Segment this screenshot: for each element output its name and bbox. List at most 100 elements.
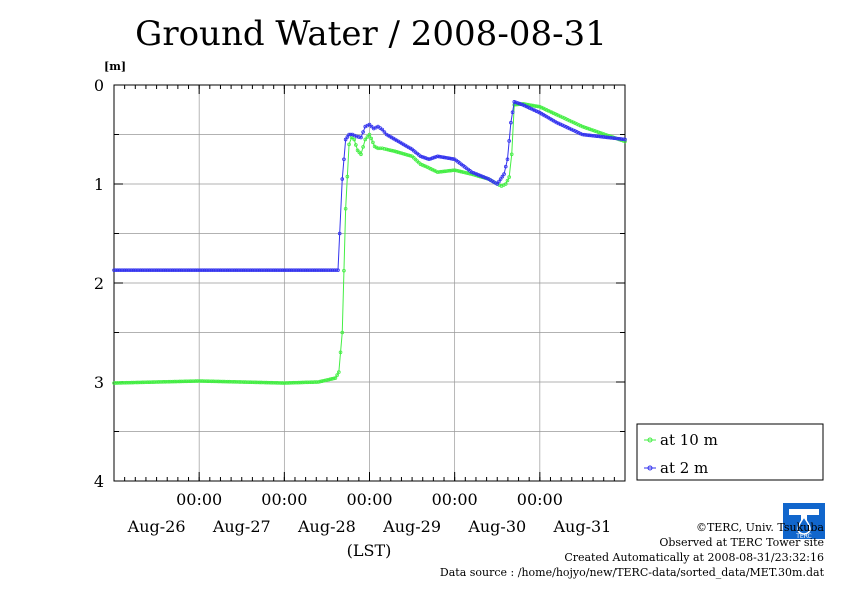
x-day-label: Aug-26	[127, 517, 186, 536]
data-point	[348, 132, 353, 137]
data-point	[153, 380, 157, 384]
data-point	[204, 379, 209, 383]
data-point	[208, 379, 212, 384]
data-point	[596, 134, 601, 139]
data-point	[340, 330, 345, 335]
data-point	[321, 268, 326, 272]
data-point	[612, 136, 617, 141]
data-point	[304, 380, 308, 385]
data-point	[216, 268, 221, 272]
data-point	[541, 106, 546, 111]
data-point	[534, 104, 539, 108]
data-point	[576, 123, 581, 127]
data-point	[369, 136, 374, 141]
data-point	[195, 379, 200, 383]
data-point	[208, 268, 212, 272]
data-point	[623, 137, 627, 142]
data-point	[337, 370, 341, 374]
data-point	[393, 149, 397, 154]
data-point	[578, 131, 583, 136]
data-point	[128, 268, 132, 272]
data-point	[495, 182, 500, 186]
axis-ticks: 0 1 2 3 4 00:00 00:00 00:00 00:00 00:00 Aug-26 Aug-…	[94, 76, 626, 536]
data-point	[529, 106, 534, 111]
data-point	[405, 153, 409, 157]
data-point	[284, 268, 288, 272]
data-point	[163, 268, 168, 272]
data-point	[190, 268, 194, 272]
data-point	[239, 380, 244, 384]
copyright-text: ©TERC, Univ. Tsukuba	[695, 521, 824, 534]
data-point	[183, 379, 187, 384]
data-point	[553, 112, 557, 116]
data-point	[156, 380, 161, 384]
data-point	[282, 381, 287, 385]
data-point	[326, 377, 331, 382]
data-point	[236, 380, 241, 384]
data-point	[305, 380, 310, 385]
data-point	[264, 268, 269, 272]
legend-label: at 2 m	[660, 459, 708, 477]
data-point	[184, 379, 189, 384]
data-point	[605, 135, 610, 140]
data-point	[149, 268, 154, 272]
y-tick-label: 0	[94, 76, 104, 95]
data-point	[295, 380, 299, 385]
data-point	[386, 147, 391, 152]
data-point	[135, 268, 139, 272]
data-point	[587, 133, 592, 138]
data-point	[352, 137, 356, 142]
data-point	[573, 121, 577, 125]
data-point	[243, 268, 248, 272]
data-point	[515, 101, 520, 105]
data-point	[425, 156, 430, 161]
data-point	[566, 117, 570, 122]
data-point	[307, 268, 311, 272]
data-point	[202, 379, 207, 383]
data-point	[580, 124, 585, 129]
x-tick-label: 00:00	[346, 490, 392, 509]
data-point	[122, 268, 127, 272]
data-point	[300, 380, 305, 385]
data-point	[452, 168, 457, 172]
data-point	[165, 268, 170, 272]
data-point	[616, 136, 620, 141]
data-point	[250, 268, 255, 272]
data-point	[211, 268, 216, 272]
data-point	[122, 380, 127, 385]
data-point	[287, 381, 292, 385]
data-point	[619, 137, 624, 141]
data-point	[294, 268, 299, 272]
data-point	[181, 268, 186, 272]
data-point	[483, 175, 488, 180]
data-point	[231, 268, 235, 272]
data-point	[254, 380, 258, 385]
data-point	[336, 268, 340, 272]
data-point	[573, 129, 577, 133]
credits: ©TERC, Univ. Tsukuba Observed at TERC To…	[354, 520, 824, 580]
data-point	[318, 268, 322, 272]
data-point	[291, 380, 296, 385]
data-point	[168, 379, 173, 384]
data-point	[293, 380, 297, 385]
data-point	[548, 109, 552, 114]
data-point	[277, 381, 281, 385]
data-point	[369, 124, 374, 129]
data-point	[422, 163, 426, 168]
data-point	[245, 268, 249, 272]
data-point	[202, 268, 207, 272]
data-point	[471, 171, 476, 175]
data-point	[163, 379, 168, 384]
data-point	[418, 154, 423, 159]
data-point	[261, 380, 265, 385]
data-point	[213, 268, 217, 272]
data-point	[176, 379, 180, 384]
data-point	[243, 380, 248, 384]
data-point	[296, 268, 301, 272]
data-point	[507, 175, 511, 179]
data-point	[505, 157, 510, 162]
data-point	[463, 170, 467, 175]
data-point	[314, 380, 319, 384]
data-point	[270, 268, 274, 272]
data-point	[133, 380, 138, 385]
